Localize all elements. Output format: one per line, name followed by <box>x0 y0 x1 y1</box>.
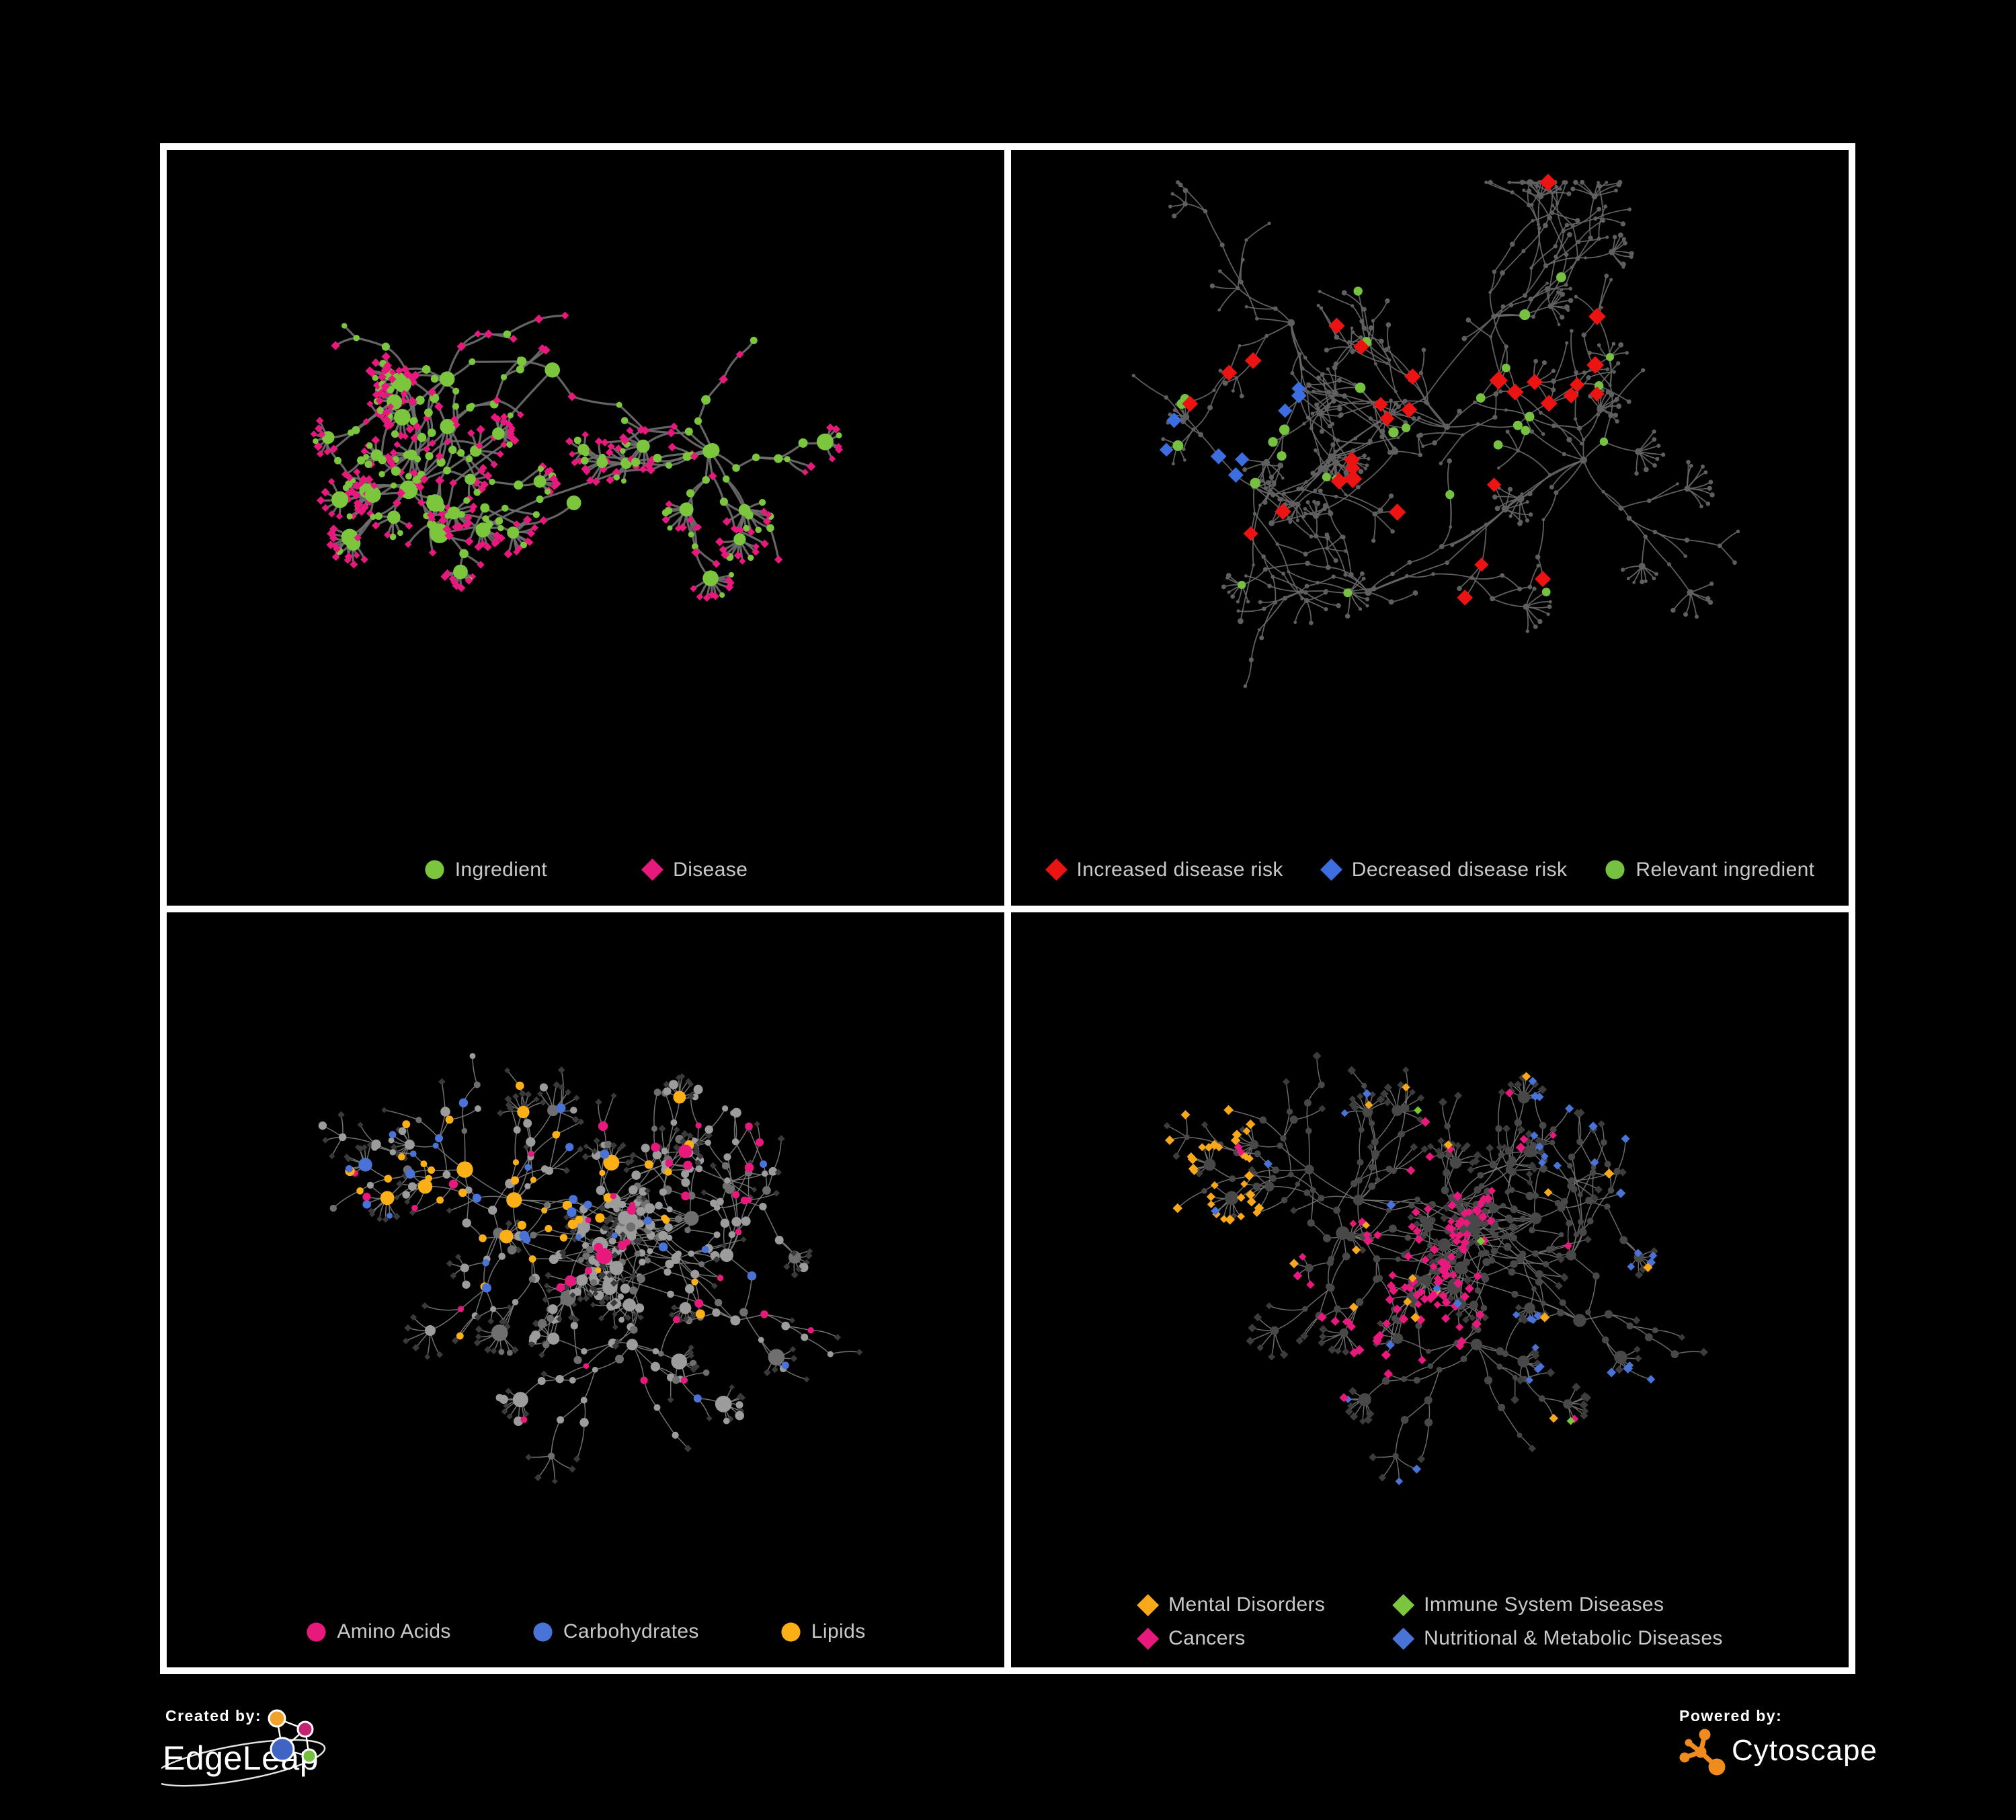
legend-item-mental-disorders: Mental Disorders <box>1137 1593 1392 1616</box>
legend-item-cancers: Cancers <box>1137 1627 1392 1650</box>
legend-item-decreased-risk: Decreased disease risk <box>1320 859 1568 881</box>
carbohydrates-circle-icon <box>533 1622 553 1642</box>
edgeleap-node-orange <box>268 1709 286 1728</box>
legend-ingredient-disease: Ingredient Disease <box>167 859 1004 881</box>
legend-label: Increased disease risk <box>1076 858 1283 881</box>
ingredient-disease-graph <box>310 311 843 602</box>
legend-item-lipids: Lipids <box>780 1620 866 1643</box>
legend-label: Ingredient <box>454 858 548 881</box>
legend-label: Mental Disorders <box>1168 1593 1326 1616</box>
relevant-ingredient-circle-icon <box>1605 860 1625 879</box>
legend-item-disease: Disease <box>641 859 748 881</box>
disease-classes-graph <box>1163 1051 1708 1485</box>
legend-item-ingredient: Ingredient <box>424 859 547 881</box>
legend-ingredient-classes: Amino Acids Carbohydrates Lipids <box>167 1620 1004 1643</box>
legend-label: Decreased disease risk <box>1351 858 1568 881</box>
panel-disease-risk: Increased disease risk Decreased disease… <box>1011 150 1849 906</box>
immune-diseases-diamond-icon <box>1392 1593 1415 1616</box>
legend-label: Immune System Diseases <box>1424 1593 1664 1616</box>
edgeleap-node-pink <box>296 1720 314 1738</box>
legend-disease-classes: Mental Disorders Immune System Diseases … <box>1137 1593 1723 1650</box>
legend-item-immune-diseases: Immune System Diseases <box>1392 1593 1723 1616</box>
powered-by-label: Powered by: <box>1679 1707 1782 1725</box>
panel-disease-classes: Mental Disorders Immune System Diseases … <box>1011 912 1849 1667</box>
legend-label: Carbohydrates <box>563 1620 699 1643</box>
cytoscape-logo: Powered by: Cytoscape <box>1679 1707 1878 1776</box>
edgeleap-network-icon <box>268 1709 317 1764</box>
edgeleap-logo: Created by: EdgeLeap <box>161 1707 326 1787</box>
edgeleap-node-green <box>301 1748 317 1764</box>
metabolic-diseases-diamond-icon <box>1392 1627 1415 1650</box>
lipids-circle-icon <box>781 1622 801 1642</box>
edgeleap-wordmark: EdgeLeap <box>163 1739 319 1777</box>
legend-item-relevant-ingredient: Relevant ingredient <box>1604 859 1814 881</box>
edgeleap-node-blue <box>270 1737 295 1762</box>
disease-risk-graph <box>1131 173 1740 688</box>
legend-label: Amino Acids <box>337 1620 451 1643</box>
cytoscape-network-icon <box>1679 1729 1726 1776</box>
increased-risk-diamond-icon <box>1045 859 1067 881</box>
edgeleap-orbit-swoosh <box>161 1739 326 1787</box>
figure-grid: Ingredient Disease Increased disease ris… <box>160 143 1855 1674</box>
ingredient-circle-icon <box>425 860 444 879</box>
legend-disease-risk: Increased disease risk Decreased disease… <box>1011 859 1849 881</box>
legend-label: Nutritional & Metabolic Diseases <box>1424 1627 1723 1649</box>
legend-label: Disease <box>673 858 748 881</box>
legend-item-increased-risk: Increased disease risk <box>1045 859 1283 881</box>
legend-item-amino-acids: Amino Acids <box>305 1620 450 1643</box>
mental-disorders-diamond-icon <box>1137 1593 1160 1616</box>
cytoscape-wordmark: Cytoscape <box>1732 1734 1878 1767</box>
created-by-label: Created by: <box>165 1707 261 1725</box>
legend-item-carbohydrates: Carbohydrates <box>532 1620 699 1643</box>
ingredient-classes-graph <box>318 1052 863 1484</box>
cancers-diamond-icon <box>1137 1627 1160 1650</box>
legend-label: Lipids <box>811 1620 866 1643</box>
legend-label: Relevant ingredient <box>1636 858 1815 881</box>
disease-diamond-icon <box>641 859 664 881</box>
amino-acids-circle-icon <box>307 1622 326 1642</box>
panel-ingredient-disease: Ingredient Disease <box>167 150 1004 906</box>
legend-item-metabolic-diseases: Nutritional & Metabolic Diseases <box>1392 1627 1723 1650</box>
legend-label: Cancers <box>1168 1627 1246 1649</box>
panel-ingredient-classes: Amino Acids Carbohydrates Lipids <box>167 912 1004 1667</box>
decreased-risk-diamond-icon <box>1320 859 1342 881</box>
